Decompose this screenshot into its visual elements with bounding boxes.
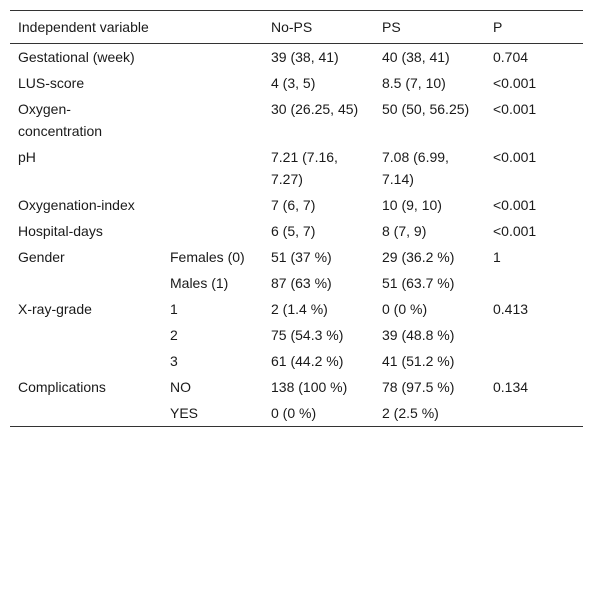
cell-variable: Gestational (week) bbox=[18, 49, 135, 65]
cell-p: 1 bbox=[493, 249, 501, 265]
cell-p bbox=[485, 400, 583, 427]
cell-sub bbox=[162, 192, 263, 218]
table-row: 3 61 (44.2 %) 41 (51.2 %) bbox=[10, 348, 583, 374]
cell-sub: 2 bbox=[170, 327, 178, 343]
cell-p bbox=[485, 270, 583, 296]
cell-ps: 8.5 (7, 10) bbox=[382, 75, 446, 91]
cell-nops: 7 (6, 7) bbox=[271, 197, 316, 213]
cell-ps: 39 (48.8 %) bbox=[382, 327, 455, 343]
cell-p: 0.134 bbox=[493, 379, 529, 395]
cell-p: <0.001 bbox=[493, 149, 537, 165]
table-row: X-ray-grade 1 2 (1.4 %) 0 (0 %) 0.413 bbox=[10, 296, 583, 322]
cell-p: <0.001 bbox=[493, 75, 537, 91]
cell-ps: 51 (63.7 %) bbox=[382, 275, 455, 291]
header-sub bbox=[162, 11, 263, 44]
cell-ps: 29 (36.2 %) bbox=[382, 249, 455, 265]
cell-p: <0.001 bbox=[493, 223, 537, 239]
header-row: Independent variable No-PS PS P bbox=[10, 10, 583, 44]
cell-variable: Oxygenation-index bbox=[18, 197, 135, 213]
cell-sub bbox=[162, 70, 263, 96]
cell-nops: 138 (100 %) bbox=[271, 379, 348, 395]
cell-variable: X-ray-grade bbox=[18, 301, 92, 317]
cell-nops: 39 (38, 41) bbox=[271, 49, 339, 65]
cell-variable: LUS-score bbox=[18, 75, 85, 91]
cell-sub: Females (0) bbox=[170, 249, 245, 265]
table-row: Gestational (week) 39 (38, 41) 40 (38, 41)… bbox=[10, 44, 583, 71]
cell-sub bbox=[162, 96, 263, 144]
cell-variable: Oxygen-concentration bbox=[18, 101, 103, 139]
cell-ps: 78 (97.5 %) bbox=[382, 379, 455, 395]
cell-sub: 3 bbox=[170, 353, 178, 369]
cell-sub bbox=[162, 144, 263, 192]
table-row: pH 7.21 (7.16, 7.27) 7.08 (6.99, 7.14) <0.0… bbox=[10, 144, 583, 192]
header-ps: PS bbox=[382, 19, 401, 35]
header-p: P bbox=[493, 19, 503, 35]
results-table: Independent variable No-PS PS P Gestatio… bbox=[10, 10, 583, 427]
table-row: 2 75 (54.3 %) 39 (48.8 %) bbox=[10, 322, 583, 348]
cell-nops: 0 (0 %) bbox=[271, 405, 317, 421]
cell-variable bbox=[10, 270, 162, 296]
cell-p: <0.001 bbox=[493, 101, 537, 117]
cell-variable: Complications bbox=[18, 379, 106, 395]
cell-nops: 2 (1.4 %) bbox=[271, 301, 328, 317]
cell-variable bbox=[10, 348, 162, 374]
cell-p: 0.413 bbox=[493, 301, 529, 317]
cell-p bbox=[485, 322, 583, 348]
cell-nops: 30 (26.25, 45) bbox=[271, 101, 359, 117]
cell-ps: 50 (50, 56.25) bbox=[382, 101, 470, 117]
cell-nops: 51 (37 %) bbox=[271, 249, 332, 265]
cell-sub bbox=[162, 44, 263, 71]
header-variable: Independent variable bbox=[18, 19, 149, 35]
cell-ps: 7.08 (6.99, 7.14) bbox=[382, 149, 449, 187]
cell-variable: Gender bbox=[18, 249, 65, 265]
table-row: Gender Females (0) 51 (37 %) 29 (36.2 %) 1 bbox=[10, 244, 583, 270]
table-row: YES 0 (0 %) 2 (2.5 %) bbox=[10, 400, 583, 427]
cell-sub: NO bbox=[170, 379, 191, 395]
cell-ps: 2 (2.5 %) bbox=[382, 405, 439, 421]
cell-ps: 41 (51.2 %) bbox=[382, 353, 455, 369]
header-nops: No-PS bbox=[271, 19, 313, 35]
cell-sub: YES bbox=[170, 405, 199, 421]
cell-nops: 87 (63 %) bbox=[271, 275, 332, 291]
cell-ps: 0 (0 %) bbox=[382, 301, 428, 317]
cell-ps: 10 (9, 10) bbox=[382, 197, 442, 213]
table-row: Males (1) 87 (63 %) 51 (63.7 %) bbox=[10, 270, 583, 296]
cell-variable: Hospital-days bbox=[18, 223, 103, 239]
table-row: Complications NO 138 (100 %) 78 (97.5 %) 0.1… bbox=[10, 374, 583, 400]
cell-sub: 1 bbox=[170, 301, 178, 317]
table-row: Oxygen-concentration 30 (26.25, 45) 50 (50… bbox=[10, 96, 583, 144]
cell-variable bbox=[10, 322, 162, 348]
table-row: LUS-score 4 (3, 5) 8.5 (7, 10) <0.001 bbox=[10, 70, 583, 96]
cell-variable: pH bbox=[18, 149, 36, 165]
cell-p: 0.704 bbox=[493, 49, 529, 65]
table-row: Oxygenation-index 7 (6, 7) 10 (9, 10) <0.00… bbox=[10, 192, 583, 218]
table-body: Gestational (week) 39 (38, 41) 40 (38, 41)… bbox=[10, 44, 583, 427]
cell-nops: 4 (3, 5) bbox=[271, 75, 316, 91]
cell-p: <0.001 bbox=[493, 197, 537, 213]
cell-ps: 40 (38, 41) bbox=[382, 49, 450, 65]
cell-nops: 7.21 (7.16, 7.27) bbox=[271, 149, 338, 187]
cell-nops: 75 (54.3 %) bbox=[271, 327, 344, 343]
cell-sub: Males (1) bbox=[170, 275, 229, 291]
cell-variable bbox=[10, 400, 162, 427]
cell-nops: 61 (44.2 %) bbox=[271, 353, 344, 369]
cell-ps: 8 (7, 9) bbox=[382, 223, 427, 239]
cell-nops: 6 (5, 7) bbox=[271, 223, 316, 239]
cell-sub bbox=[162, 218, 263, 244]
cell-p bbox=[485, 348, 583, 374]
table-row: Hospital-days 6 (5, 7) 8 (7, 9) <0.001 bbox=[10, 218, 583, 244]
